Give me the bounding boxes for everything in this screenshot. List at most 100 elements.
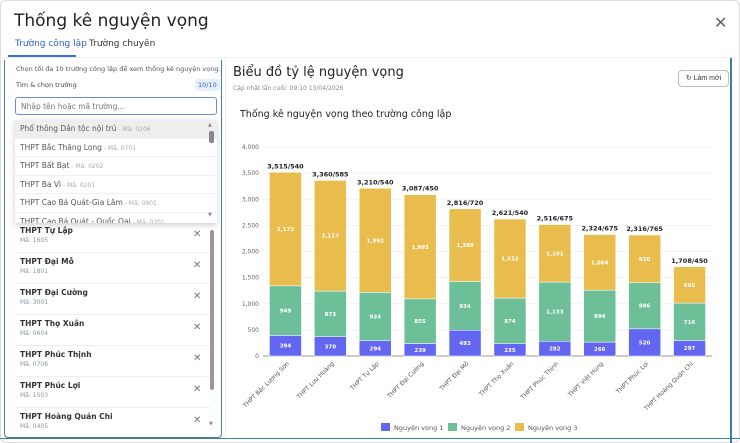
bar-value-label: 855 bbox=[414, 319, 426, 325]
close-icon[interactable]: ✕ bbox=[714, 13, 728, 32]
dropdown-option[interactable]: THPT Ba Vì - Mã: 0201 bbox=[15, 176, 217, 194]
school-name: THPT Thọ Xuân bbox=[20, 319, 85, 328]
list-scroll-down-icon[interactable]: ▼ bbox=[209, 421, 213, 427]
y-tick-label: 4,000 bbox=[242, 144, 259, 151]
school-selector-panel bbox=[4, 60, 222, 438]
remove-school-icon[interactable]: ✕ bbox=[193, 260, 202, 271]
bar-total-label: 3,210/540 bbox=[357, 178, 394, 186]
bar-value-label: 1,992 bbox=[367, 238, 385, 244]
option-code: - Mã: 0901 bbox=[122, 200, 157, 207]
option-code: - Mã: 0701 bbox=[101, 144, 136, 152]
last-updated: Cập nhật lần cuối: 09:10 13/04/2026 bbox=[233, 85, 344, 92]
remove-school-icon[interactable]: ✕ bbox=[193, 415, 202, 426]
chart-panel bbox=[225, 58, 731, 438]
bar-value-label: 716 bbox=[684, 320, 696, 326]
bar-value-label: 1,993 bbox=[411, 245, 429, 251]
bar-value-label: 493 bbox=[459, 341, 471, 347]
school-name: THPT Hoàng Quán Chi bbox=[20, 412, 113, 421]
bar-segment bbox=[314, 180, 347, 292]
bar-segment bbox=[448, 329, 482, 357]
bar-segment bbox=[403, 194, 437, 300]
bar-value-label: 1,064 bbox=[591, 260, 609, 266]
remove-school-icon[interactable]: ✕ bbox=[193, 384, 202, 395]
tab-specialized-schools[interactable]: Trường chuyên bbox=[89, 39, 156, 49]
dropdown-scrollbar[interactable] bbox=[209, 131, 214, 143]
bar-total-label: 1,708/450 bbox=[671, 257, 708, 265]
bar-segment bbox=[269, 285, 302, 336]
school-code: Mã: 1801 bbox=[20, 268, 49, 275]
bar-value-label: 874 bbox=[504, 319, 516, 325]
dropdown-option[interactable]: THPT Cao Bá Quát - Quốc Oai - Mã: 0101 bbox=[15, 213, 217, 224]
bar-segment bbox=[359, 292, 392, 341]
bar-total-label: 2,621/540 bbox=[492, 209, 529, 217]
bottom-border bbox=[0, 438, 740, 443]
bar-segment bbox=[493, 218, 527, 299]
y-tick-label: 2,500 bbox=[242, 222, 259, 229]
remove-school-icon[interactable]: ✕ bbox=[193, 322, 202, 333]
remove-school-icon[interactable]: ✕ bbox=[193, 229, 202, 240]
option-name: THPT Ba Vì bbox=[20, 179, 62, 189]
bar-segment bbox=[628, 234, 661, 283]
x-tick-label: THPT Hoàng Quán Chi bbox=[642, 360, 695, 413]
selected-school-item: THPT Đại Mỗ Mã: 1801 ✕ bbox=[15, 253, 210, 284]
y-tick-label: 1,000 bbox=[242, 301, 259, 308]
modal-title: Thống kê nguyện vọng bbox=[14, 11, 209, 31]
search-label: Tìm & chọn trường bbox=[16, 81, 77, 89]
bar-segment bbox=[673, 266, 706, 304]
bar-segment bbox=[628, 328, 661, 357]
x-tick-label: THPT Đại Cường bbox=[386, 360, 426, 400]
dropdown-scroll-down-icon[interactable]: ▼ bbox=[208, 212, 212, 218]
bar-total-label: 3,360/585 bbox=[312, 170, 349, 178]
selected-school-item: THPT Phúc Lợi Mã: 1503 ✕ bbox=[15, 377, 210, 408]
legend-label: Nguyện vọng 1 bbox=[394, 424, 443, 432]
bar-segment bbox=[538, 224, 572, 283]
legend-swatch bbox=[515, 423, 524, 431]
selected-count-badge: 10/10 bbox=[195, 79, 220, 91]
school-search-input[interactable] bbox=[15, 97, 217, 115]
bar-value-label: 2,117 bbox=[322, 234, 340, 240]
y-tick-label: 3,500 bbox=[242, 170, 259, 177]
option-name: THPT Bắc Thăng Long bbox=[20, 142, 102, 152]
selected-list-scrollbar[interactable] bbox=[210, 230, 214, 390]
bar-value-label: 924 bbox=[370, 314, 382, 320]
tab-public-schools[interactable]: Trường công lập bbox=[15, 39, 87, 49]
school-name: THPT Đại Mỗ bbox=[20, 257, 74, 266]
school-code: Mã: 0405 bbox=[20, 423, 49, 430]
bar-segment bbox=[493, 297, 527, 344]
school-code: Mã: 3001 bbox=[20, 299, 49, 306]
bar-segment bbox=[314, 290, 347, 337]
option-name: THPT Cao Bá Quát-Gia Lâm bbox=[20, 198, 123, 207]
x-tick-label: THPT Đại Mỗ bbox=[438, 360, 471, 393]
school-code: Mã: 1605 bbox=[20, 237, 49, 244]
remove-school-icon[interactable]: ✕ bbox=[193, 291, 202, 302]
dropdown-option[interactable]: THPT Bắc Thăng Long - Mã: 0701 bbox=[15, 139, 217, 157]
refresh-button[interactable]: ↻ Làm mới bbox=[678, 70, 729, 87]
dropdown-scroll-up-icon[interactable]: ▲ bbox=[208, 122, 212, 128]
option-code: - Mã: 0206 bbox=[116, 126, 151, 133]
dropdown-option[interactable]: THPT Bất Bạt - Mã: 0202 bbox=[15, 157, 217, 176]
bar-value-label: 910 bbox=[639, 257, 651, 263]
dropdown-option[interactable]: Phổ thông Dân tộc nội trú - Mã: 0206 bbox=[15, 120, 217, 139]
bar-segment bbox=[583, 234, 616, 291]
school-dropdown: Phổ thông Dân tộc nội trú - Mã: 0206 THPT… bbox=[15, 120, 217, 223]
legend-label: Nguyện vọng 3 bbox=[528, 424, 577, 432]
bar-segment bbox=[673, 302, 706, 341]
panel-border bbox=[730, 58, 732, 443]
remove-school-icon[interactable]: ✕ bbox=[193, 353, 202, 364]
chart-panel-title: Biểu đồ tỷ lệ nguyện vọng bbox=[233, 65, 404, 80]
school-name: THPT Đại Cường bbox=[20, 288, 88, 297]
y-tick-label: 2,000 bbox=[242, 249, 259, 256]
x-tick-label: THPT Bắc Lương Sơn bbox=[241, 360, 291, 410]
bar-value-label: 886 bbox=[639, 304, 651, 310]
dropdown-option[interactable]: THPT Cao Bá Quát-Gia Lâm - Mã: 0901 bbox=[15, 194, 217, 213]
bar-total-label: 3,515/540 bbox=[267, 162, 304, 170]
y-tick-label: 3,000 bbox=[242, 196, 259, 203]
bar-value-label: 239 bbox=[414, 348, 426, 354]
bar-segment bbox=[628, 282, 661, 330]
option-name: THPT Cao Bá Quát - Quốc Oai bbox=[20, 216, 131, 224]
school-name: THPT Phúc Lợi bbox=[20, 381, 81, 390]
x-tick-label: THPT Thọ Xuân bbox=[477, 360, 515, 398]
selected-school-item: THPT Phúc Thịnh Mã: 0706 ✕ bbox=[15, 346, 210, 377]
bar-value-label: 873 bbox=[325, 312, 337, 318]
